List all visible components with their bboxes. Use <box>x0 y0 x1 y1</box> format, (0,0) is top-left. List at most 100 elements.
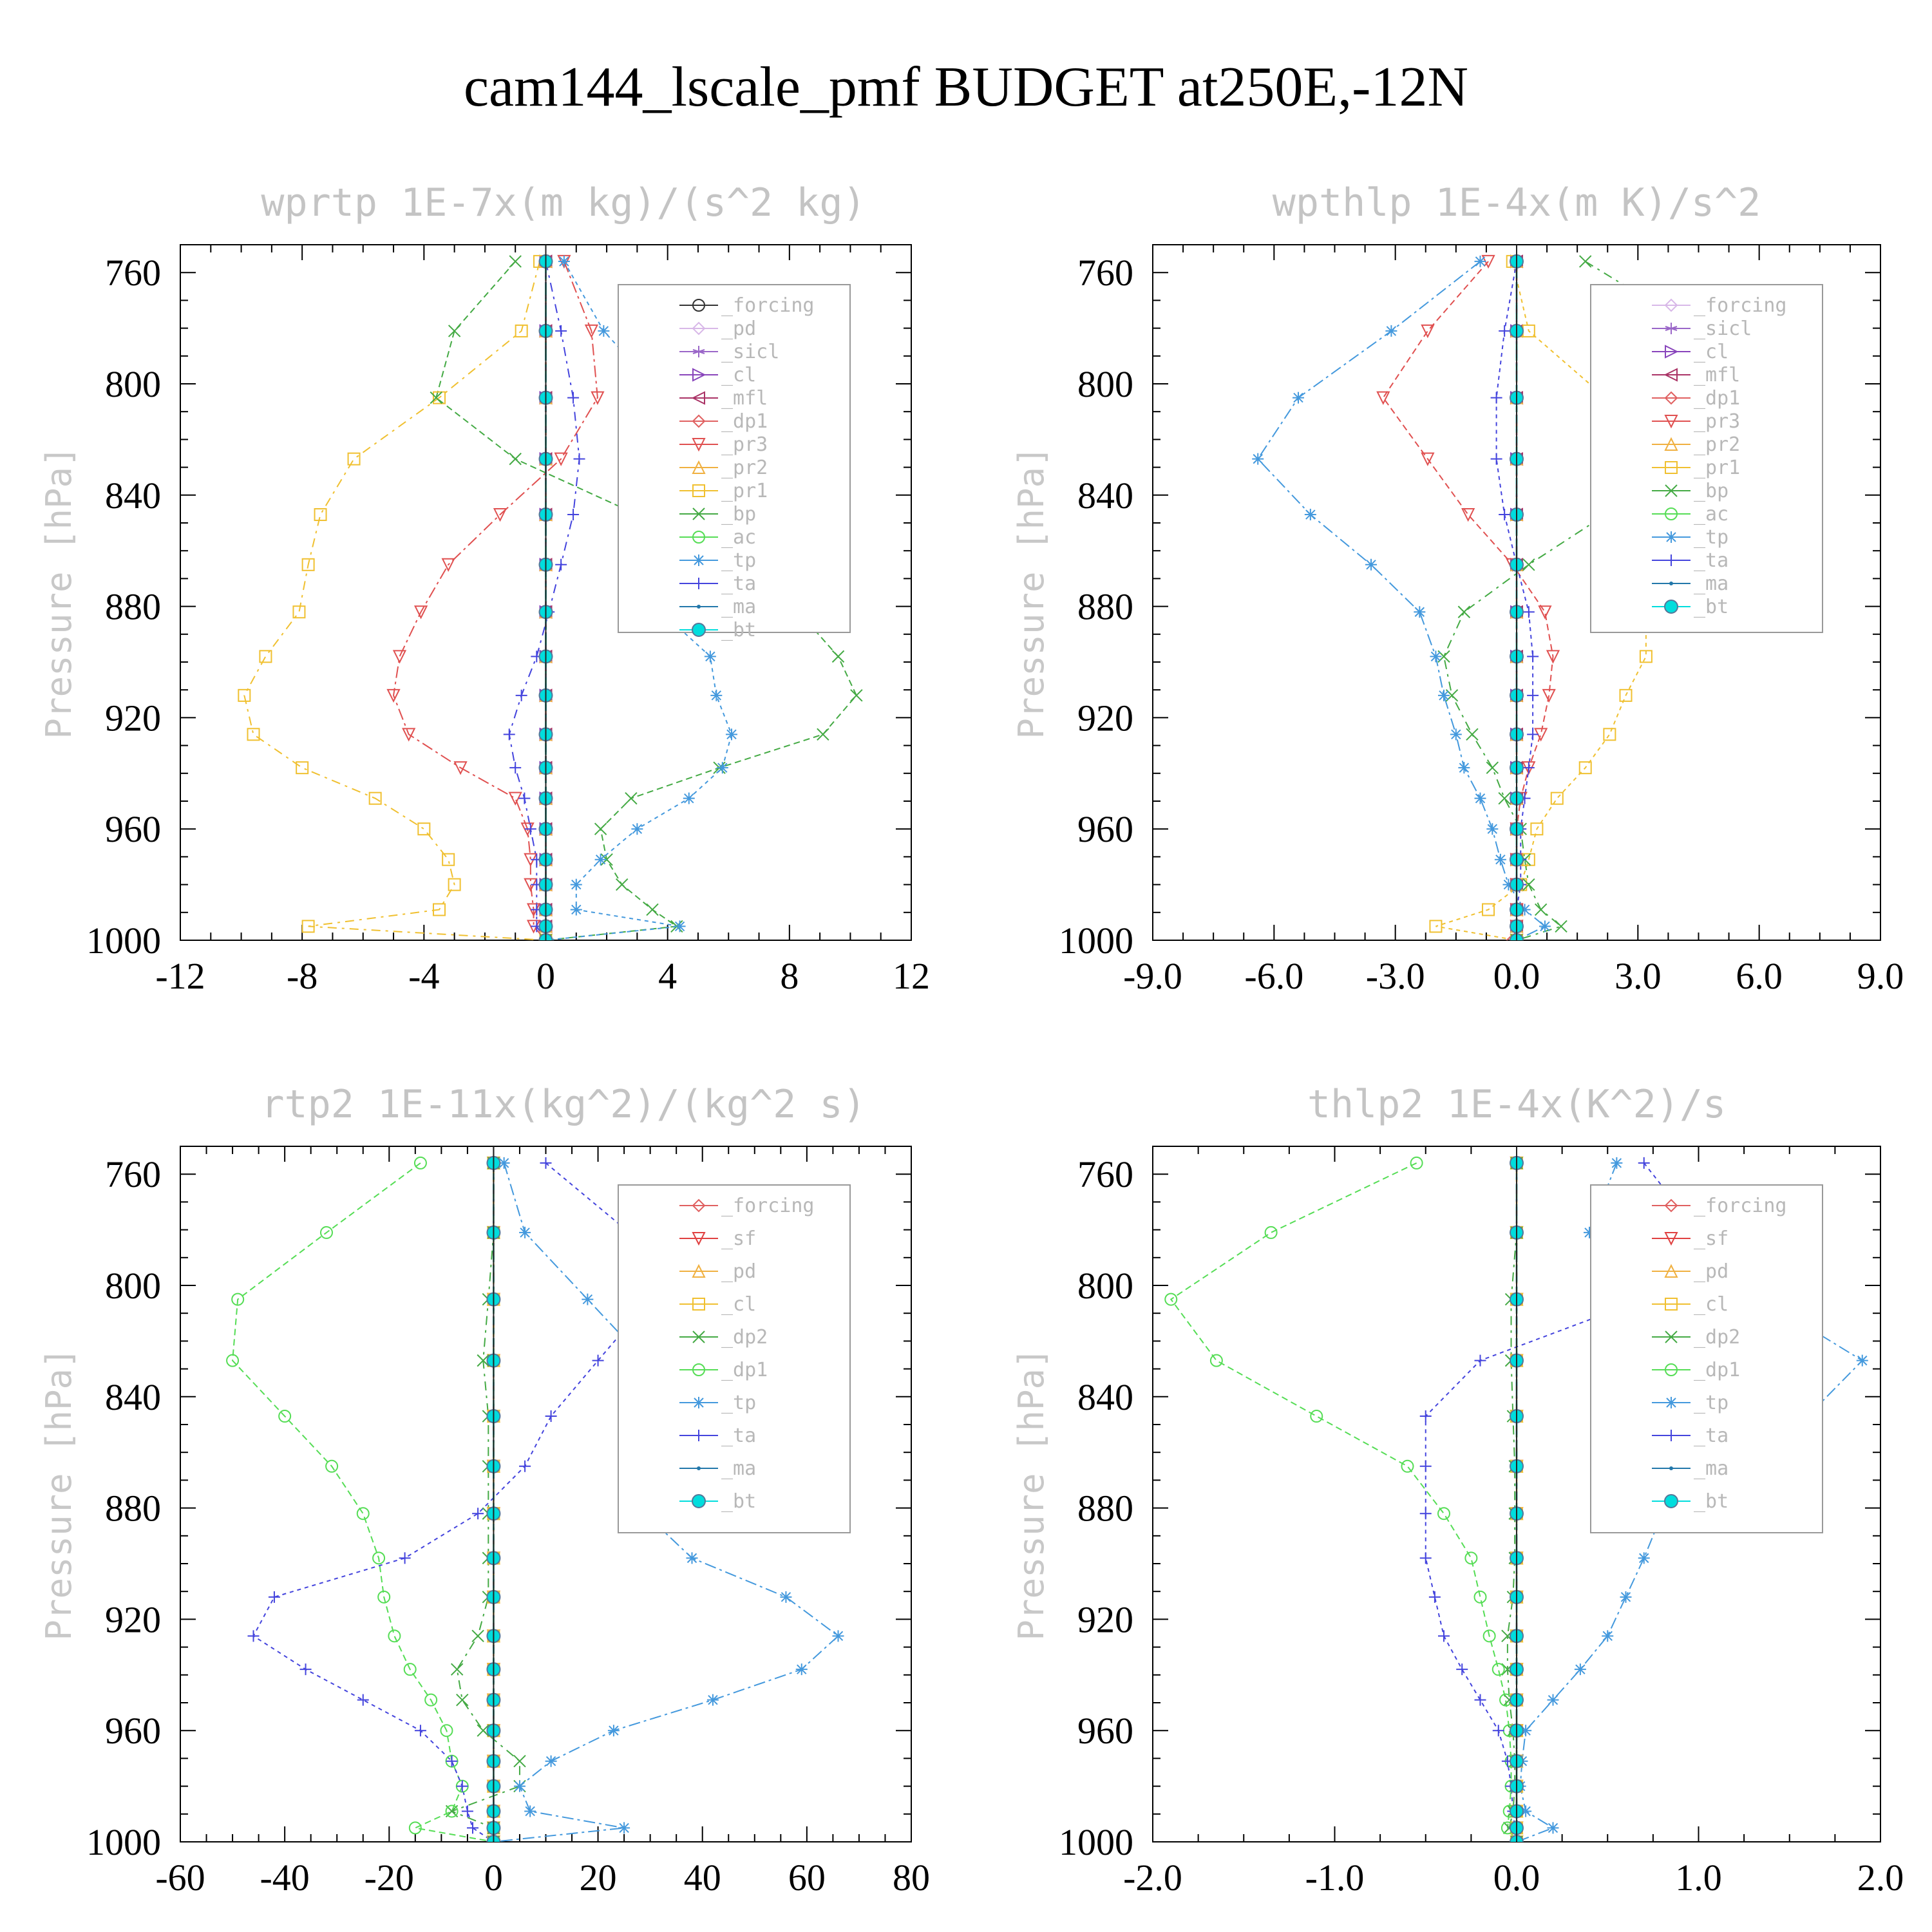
x-tick-label: 2.0 <box>1857 1857 1904 1899</box>
series-line-bp <box>435 261 858 940</box>
x-tick-label: 0 <box>484 1857 503 1899</box>
data-point <box>513 1780 526 1792</box>
data-point <box>1304 509 1316 521</box>
data-point <box>832 1630 844 1642</box>
x-tick-label: 80 <box>893 1857 930 1899</box>
data-point <box>594 853 607 866</box>
legend-label: _ac <box>1694 503 1728 526</box>
data-point <box>555 558 567 571</box>
series-line-dp2 <box>1506 1162 1517 1842</box>
data-point <box>472 1508 484 1520</box>
data-point <box>545 1755 557 1767</box>
data-point <box>850 689 863 702</box>
x-tick-label: 0.0 <box>1493 955 1540 997</box>
data-point <box>448 325 461 337</box>
y-tick-label: 760 <box>105 1153 161 1195</box>
legend-label: _ac <box>721 526 756 549</box>
series-line-tp <box>493 1162 840 1842</box>
series-markers-tp <box>1252 255 1551 940</box>
data-point <box>1438 1630 1450 1642</box>
data-point <box>1522 878 1535 891</box>
data-point <box>347 452 361 466</box>
legend-box <box>618 284 851 633</box>
legend-marker <box>1665 323 1678 334</box>
data-point <box>509 452 522 466</box>
data-point <box>795 1663 808 1676</box>
legend-marker <box>692 460 706 474</box>
legend-marker <box>692 321 706 336</box>
y-tick-label: 960 <box>105 808 161 850</box>
x-tick-label: 40 <box>684 1857 721 1899</box>
data-point <box>1310 1410 1323 1423</box>
x-tick-label: 8 <box>780 955 799 997</box>
data-point <box>456 1780 468 1792</box>
data-point <box>356 1507 370 1520</box>
data-point <box>625 791 638 805</box>
x-tick-label: -60 <box>155 1857 205 1899</box>
data-point <box>259 650 272 663</box>
data-point <box>432 391 446 404</box>
data-point <box>1466 728 1479 741</box>
data-point <box>477 1724 489 1737</box>
y-tick-label: 960 <box>1077 808 1133 850</box>
data-point <box>618 1822 630 1834</box>
legend-label: _pd <box>721 1260 756 1283</box>
legend-box <box>1590 284 1823 633</box>
x-tick-label: -40 <box>260 1857 309 1899</box>
y-tick-label: 760 <box>1077 252 1133 294</box>
x-tick-label: 20 <box>580 1857 617 1899</box>
data-point <box>518 792 531 804</box>
data-point <box>1164 1293 1178 1306</box>
legend-label: _ma <box>1694 1457 1728 1480</box>
legend-marker <box>1664 1494 1678 1508</box>
data-point <box>1492 1663 1505 1676</box>
legend-label: _ta <box>721 1425 756 1447</box>
data-point <box>1494 853 1506 866</box>
data-point <box>716 762 728 774</box>
data-point <box>498 1157 510 1169</box>
y-tick-label: 840 <box>105 475 161 516</box>
x-tick-label: -12 <box>155 955 205 997</box>
data-point <box>1619 688 1633 702</box>
legend: _forcing_pd_sicl_cl_mfl_dp1_pr3_pr2_pr1_… <box>618 284 851 641</box>
y-tick-label: 800 <box>1077 363 1133 405</box>
legend-label: _pr3 <box>721 433 768 456</box>
data-point <box>1486 761 1499 774</box>
legend-label: _ta <box>721 573 756 595</box>
data-point <box>1527 728 1539 741</box>
series-line-bp <box>1443 261 1797 940</box>
legend-marker <box>692 623 706 637</box>
y-tick-label: 880 <box>1077 1488 1133 1530</box>
y-axis-label: Pressure [hPa] <box>39 446 79 739</box>
data-point <box>413 605 428 620</box>
data-point <box>570 878 582 891</box>
legend-label: _forcing <box>1694 294 1787 317</box>
legend-marker <box>1664 415 1678 429</box>
data-point <box>780 1591 792 1603</box>
legend-marker <box>1663 368 1678 382</box>
x-tick-label: 0 <box>536 955 555 997</box>
data-point <box>432 903 446 916</box>
data-point <box>1499 509 1511 521</box>
legend-label: _bt <box>721 1490 756 1513</box>
legend-marker <box>692 1494 706 1508</box>
legend-label: _mfl <box>721 387 768 410</box>
data-point <box>1414 606 1426 618</box>
legend-marker <box>1664 298 1678 312</box>
data-point <box>1499 325 1511 337</box>
data-point <box>558 255 570 267</box>
y-axis-label: Pressure [hPa] <box>1011 446 1052 739</box>
legend-marker <box>1664 600 1678 614</box>
legend-label: _dp1 <box>1694 1359 1740 1381</box>
data-point <box>524 1805 536 1817</box>
legend-label: _bt <box>1694 1490 1728 1513</box>
legend-label: _pr3 <box>1694 410 1740 433</box>
data-point <box>607 1725 620 1737</box>
legend-label: _dp2 <box>721 1326 768 1349</box>
legend-marker <box>692 1264 706 1278</box>
data-point <box>555 325 567 337</box>
legend-marker <box>692 1363 705 1376</box>
y-tick-label: 880 <box>105 586 161 628</box>
legend-label: _bp <box>721 503 756 526</box>
